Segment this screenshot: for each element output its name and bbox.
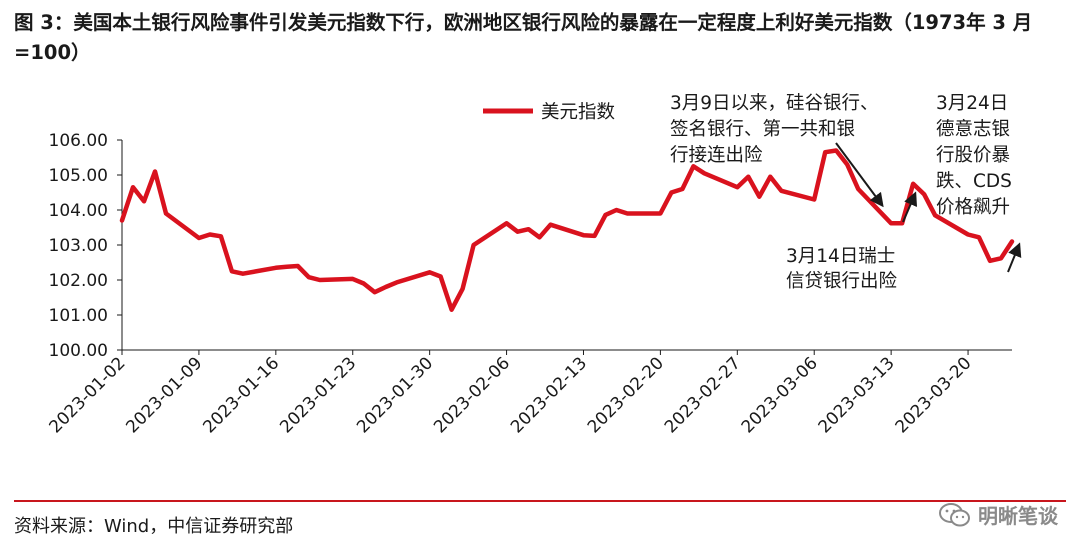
series-group — [119, 148, 1015, 312]
x-tick-label: 2023-01-16 — [199, 353, 283, 437]
annotation-arrow-deutsche — [1007, 242, 1022, 273]
x-tick-label: 2023-02-20 — [584, 353, 668, 437]
x-tick-label: 2023-01-23 — [276, 353, 360, 437]
x-tick-label: 2023-02-06 — [430, 353, 514, 437]
legend-label: 美元指数 — [541, 102, 615, 123]
x-tick-label: 2023-03-13 — [815, 353, 899, 437]
annotation-text: 行股价暴 — [936, 145, 1010, 166]
annotation-text: 3月14日瑞士 — [786, 246, 895, 267]
line-chart: 100.00 101.00 102.00 103.00 104.00 105.00 106.… — [46, 93, 1022, 437]
y-tick-label: 101.00 — [49, 306, 108, 326]
x-tick-label: 2023-02-13 — [507, 353, 591, 437]
x-tick-label: 2023-01-09 — [122, 353, 206, 437]
annotation-text: 价格飙升 — [936, 197, 1010, 218]
x-tick-label: 2023-03-20 — [892, 353, 976, 437]
annotation-text: 行接连出险 — [670, 145, 763, 166]
y-tick-label: 104.00 — [49, 201, 108, 221]
y-tick-label: 103.00 — [49, 236, 108, 256]
y-tick-label: 106.00 — [49, 131, 108, 151]
annotation-arrow-svb — [835, 142, 884, 208]
y-tick-label: 100.00 — [49, 341, 108, 361]
legend: 美元指数 — [483, 102, 615, 123]
annotation-text: 签名银行、第一共和银 — [670, 119, 855, 140]
x-tick-label: 2023-03-06 — [738, 353, 822, 437]
annotation-text: 跌、CDS — [936, 171, 1012, 192]
figure-title: 图 3：美国本土银行风险事件引发美元指数下行，欧洲地区银行风险的暴露在一定程度上… — [14, 11, 1033, 64]
bottom-rule — [14, 500, 1066, 502]
wechat-icon — [939, 502, 970, 526]
y-tick-label: 105.00 — [49, 166, 108, 186]
annotation-text: 德意志银 — [936, 119, 1010, 140]
annotation-text: 3月24日 — [936, 93, 1008, 114]
watermark-text: 明晰笔谈 — [978, 504, 1058, 528]
series-line-usd-index — [119, 148, 1015, 312]
annotation-text: 信贷银行出险 — [786, 271, 898, 292]
x-tick-label: 2023-02-27 — [661, 353, 745, 437]
x-tick-label: 2023-01-30 — [353, 353, 437, 437]
y-tick-label: 102.00 — [49, 271, 108, 291]
annotation-arrow-credit-suisse — [902, 191, 918, 223]
source-note: 资料来源：Wind，中信证券研究部 — [14, 516, 294, 537]
watermark: 明晰笔谈 — [938, 500, 1058, 529]
annotation-text: 3月9日以来，硅谷银行、 — [670, 93, 879, 114]
x-tick-label: 2023-01-02 — [46, 353, 130, 437]
